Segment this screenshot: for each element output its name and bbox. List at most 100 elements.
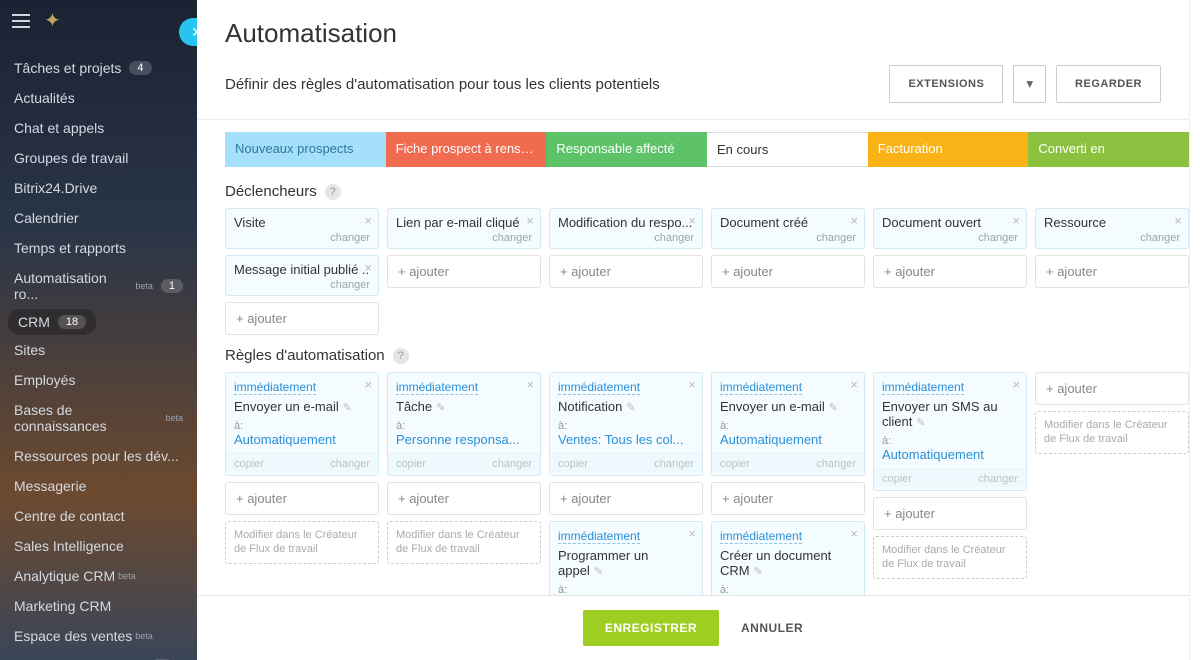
cancel-button[interactable]: ANNULER [741,621,803,635]
copy-link[interactable]: copier [396,458,426,470]
extensions-button[interactable]: EXTENSIONS [889,65,1003,103]
close-icon[interactable]: × [688,213,696,228]
trigger-card[interactable]: Document créé×changer [711,208,865,249]
when-link[interactable]: immédiatement [720,380,802,395]
to-value[interactable]: Ventes: Tous les col... [558,432,694,447]
sidebar-item[interactable]: Analytique CRMbeta [0,561,197,591]
trigger-card[interactable]: Ressource×changer [1035,208,1189,249]
sidebar-item[interactable]: Bitrix24.Drive [0,173,197,203]
close-icon[interactable]: × [1012,213,1020,228]
close-icon[interactable]: × [364,377,372,392]
sidebar-item[interactable]: Boutique en lignebeta2 [0,651,197,660]
when-link[interactable]: immédiatement [882,380,964,395]
to-value[interactable]: Automatiquement [882,447,1018,462]
when-link[interactable]: immédiatement [234,380,316,395]
sidebar-item[interactable]: Messagerie [0,471,197,501]
change-link[interactable]: changer [654,458,694,470]
stage-tab[interactable]: Fiche prospect à rense... [386,132,547,167]
add-button[interactable]: + ajouter [873,497,1027,530]
add-button[interactable]: + ajouter [873,255,1027,288]
when-link[interactable]: immédiatement [720,529,802,544]
sidebar-item[interactable]: Calendrier [0,203,197,233]
help-icon[interactable]: ? [393,348,409,364]
change-link[interactable]: changer [234,277,370,291]
add-button[interactable]: + ajouter [549,482,703,515]
copy-link[interactable]: copier [234,458,264,470]
sidebar-item[interactable]: Chat et appels [0,113,197,143]
trigger-card[interactable]: Document ouvert×changer [873,208,1027,249]
sidebar-item[interactable]: Actualités [0,83,197,113]
add-button[interactable]: + ajouter [711,482,865,515]
extensions-dropdown[interactable]: ▾ [1013,65,1046,103]
to-value[interactable]: Personne responsa... [396,432,532,447]
to-value[interactable]: Automatiquement [720,432,856,447]
add-button[interactable]: + ajouter [225,482,379,515]
change-link[interactable]: changer [396,230,532,244]
copy-link[interactable]: copier [558,458,588,470]
when-link[interactable]: immédiatement [396,380,478,395]
stage-tab[interactable]: Responsable affecté [546,132,707,167]
edit-icon[interactable]: ✎ [594,566,603,578]
to-value[interactable]: Automatiquement [234,432,370,447]
change-link[interactable]: changer [882,230,1018,244]
edit-icon[interactable]: ✎ [754,566,763,578]
copy-link[interactable]: copier [882,473,912,485]
close-icon[interactable]: × [850,526,858,541]
close-icon[interactable]: × [526,213,534,228]
menu-icon[interactable] [12,14,30,28]
change-link[interactable]: changer [330,458,370,470]
close-icon[interactable]: × [526,377,534,392]
sidebar-item[interactable]: Groupes de travail [0,143,197,173]
change-link[interactable]: changer [558,230,694,244]
change-link[interactable]: changer [1044,230,1180,244]
close-icon[interactable]: × [364,213,372,228]
rule-card[interactable]: immédiatement×Tâche✎à:Personne responsa.… [387,372,541,476]
sidebar-item[interactable]: Marketing CRM [0,591,197,621]
rule-card[interactable]: immédiatement×Envoyer un e-mail✎à:Automa… [711,372,865,476]
copy-link[interactable]: copier [720,458,750,470]
add-button[interactable]: + ajouter [1035,255,1189,288]
trigger-card[interactable]: Lien par e-mail cliqué×changer [387,208,541,249]
edit-icon[interactable]: ✎ [626,402,635,414]
sidebar-item[interactable]: Espace des ventesbeta [0,621,197,651]
add-button[interactable]: + ajouter [225,302,379,335]
edit-icon[interactable]: ✎ [343,402,352,414]
edit-icon[interactable]: ✎ [436,402,445,414]
when-link[interactable]: immédiatement [558,529,640,544]
add-button[interactable]: + ajouter [387,255,541,288]
close-icon[interactable]: × [364,260,372,275]
rule-card[interactable]: immédiatement×Envoyer un SMS au client✎à… [873,372,1027,491]
close-icon[interactable]: × [1174,213,1182,228]
rule-card[interactable]: immédiatement×Envoyer un e-mail✎à:Automa… [225,372,379,476]
sidebar-item[interactable]: CRM18 [8,309,96,335]
trigger-card[interactable]: Message initial publié ..×changer [225,255,379,296]
add-button[interactable]: + ajouter [711,255,865,288]
sidebar-item[interactable]: Automatisation ro...beta1 [0,263,197,309]
add-button[interactable]: + ajouter [549,255,703,288]
edit-icon[interactable]: ✎ [829,402,838,414]
sidebar-item[interactable]: Sites [0,335,197,365]
change-link[interactable]: changer [978,473,1018,485]
sidebar-item[interactable]: Tâches et projets4 [0,53,197,83]
sidebar-item[interactable]: Ressources pour les dév... [0,441,197,471]
change-link[interactable]: changer [816,458,856,470]
rule-card[interactable]: immédiatement×Notification✎à:Ventes: Tou… [549,372,703,476]
stage-tab[interactable]: Nouveaux prospects [225,132,386,167]
edit-icon[interactable]: ✎ [916,417,925,429]
sidebar-item[interactable]: Centre de contact [0,501,197,531]
close-icon[interactable]: × [688,377,696,392]
sidebar-item[interactable]: Temps et rapports [0,233,197,263]
when-link[interactable]: immédiatement [558,380,640,395]
watch-button[interactable]: REGARDER [1056,65,1161,103]
change-link[interactable]: changer [720,230,856,244]
sidebar-item[interactable]: Sales Intelligence [0,531,197,561]
stage-tab[interactable]: Facturation [868,132,1029,167]
close-icon[interactable]: × [688,526,696,541]
add-button[interactable]: + ajouter [387,482,541,515]
trigger-card[interactable]: Visite×changer [225,208,379,249]
stage-tab[interactable]: En cours [707,132,868,167]
close-icon[interactable]: × [1012,377,1020,392]
stage-tab[interactable]: Converti en [1028,132,1189,167]
save-button[interactable]: ENREGISTRER [583,610,719,646]
close-icon[interactable]: × [850,213,858,228]
